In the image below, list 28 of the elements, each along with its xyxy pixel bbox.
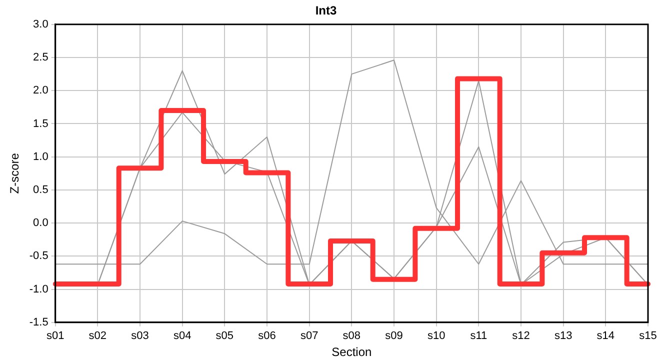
y-axis-title: Z-score: [8, 152, 22, 194]
x-tick-label: s09: [385, 330, 403, 342]
y-tick-label: 0.0: [33, 217, 48, 230]
x-tick-label: s13: [554, 330, 572, 342]
y-tick-label: 2.5: [33, 52, 48, 64]
y-tick-label: -1.5: [29, 316, 48, 328]
x-tick-label: s07: [300, 330, 318, 342]
y-tick-label: 0.5: [33, 184, 48, 196]
x-tick-label: s04: [173, 330, 192, 342]
x-tick-label: s15: [639, 330, 657, 342]
x-tick-label: s03: [131, 330, 149, 342]
x-tick-label: s14: [596, 330, 615, 342]
x-tick-label: s08: [342, 330, 361, 342]
y-tick-label: -0.5: [29, 250, 48, 262]
y-tick-label: -1.0: [29, 283, 48, 296]
x-tick-label: s12: [512, 330, 530, 342]
x-tick-label: s10: [427, 330, 446, 342]
y-tick-label: 2.0: [33, 84, 48, 97]
y-tick-label: 3.0: [33, 18, 48, 30]
x-tick-label: s11: [470, 330, 488, 342]
x-tick-label: s06: [258, 330, 276, 342]
x-axis-title: Section: [332, 345, 372, 360]
y-tick-label: 1.0: [33, 150, 48, 163]
y-tick-label: 1.5: [33, 118, 48, 130]
chart-title: Int3: [315, 4, 337, 18]
x-tick-label: s01: [46, 330, 64, 342]
x-tick-label: s05: [216, 330, 234, 342]
x-tick-label: s02: [88, 330, 107, 342]
